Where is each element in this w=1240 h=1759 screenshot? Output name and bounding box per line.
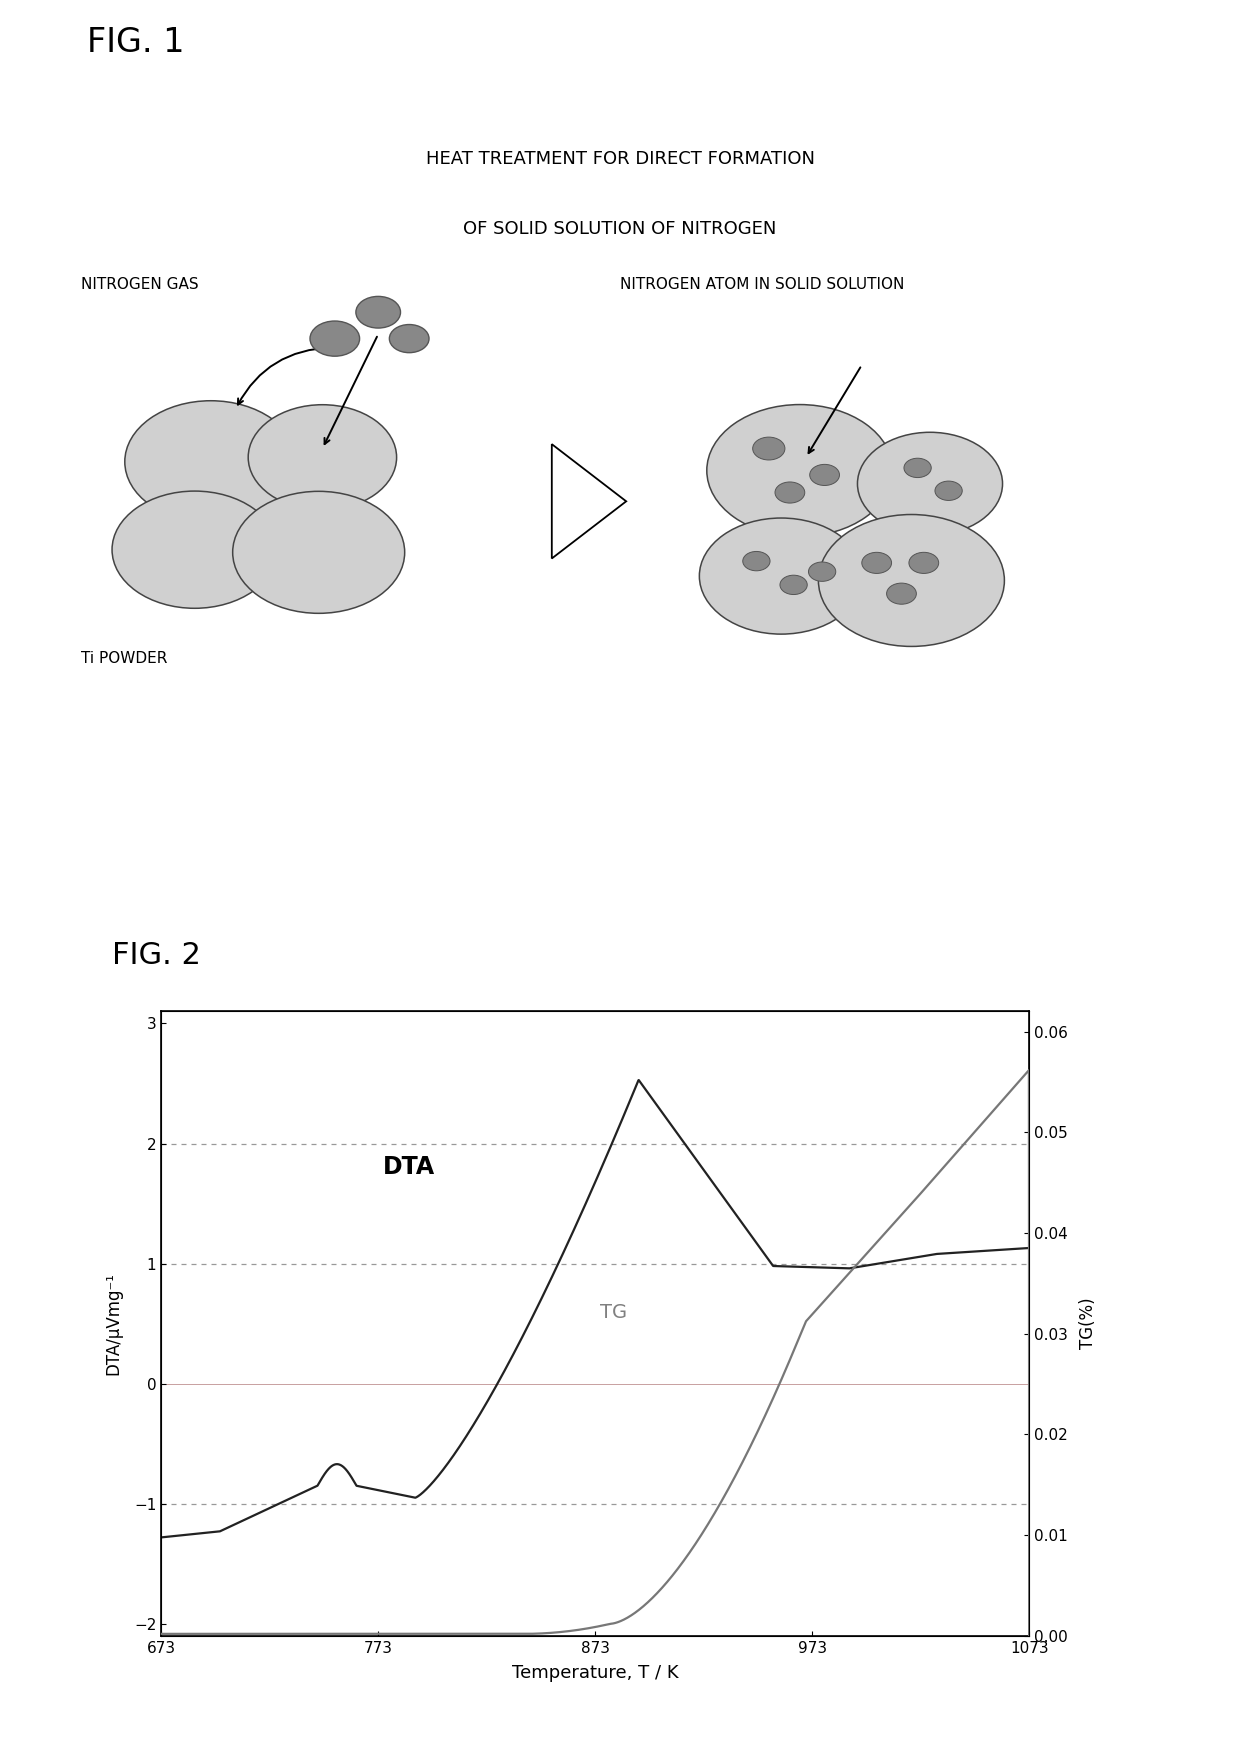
Circle shape: [818, 514, 1004, 647]
Circle shape: [233, 491, 404, 614]
Circle shape: [810, 464, 839, 485]
Circle shape: [112, 491, 278, 609]
Circle shape: [909, 552, 939, 573]
Circle shape: [310, 322, 360, 355]
Circle shape: [862, 552, 892, 573]
X-axis label: Temperature, T / K: Temperature, T / K: [512, 1664, 678, 1682]
Text: NITROGEN GAS: NITROGEN GAS: [81, 278, 198, 292]
Circle shape: [887, 582, 916, 605]
Circle shape: [935, 480, 962, 501]
Text: TG: TG: [600, 1303, 626, 1321]
Text: DTA: DTA: [382, 1154, 435, 1179]
Circle shape: [389, 324, 429, 352]
Polygon shape: [552, 445, 626, 559]
Circle shape: [707, 405, 893, 536]
Circle shape: [356, 296, 401, 327]
Circle shape: [699, 517, 863, 635]
Text: HEAT TREATMENT FOR DIRECT FORMATION: HEAT TREATMENT FOR DIRECT FORMATION: [425, 150, 815, 167]
Y-axis label: TG(%): TG(%): [1079, 1298, 1097, 1349]
Circle shape: [743, 552, 770, 572]
Circle shape: [753, 438, 785, 461]
Circle shape: [775, 482, 805, 503]
Circle shape: [780, 575, 807, 595]
Text: FIG. 1: FIG. 1: [87, 26, 185, 60]
Circle shape: [904, 457, 931, 478]
Circle shape: [248, 405, 397, 510]
Circle shape: [125, 401, 296, 522]
Circle shape: [858, 433, 1002, 535]
Circle shape: [808, 563, 836, 580]
Text: OF SOLID SOLUTION OF NITROGEN: OF SOLID SOLUTION OF NITROGEN: [464, 220, 776, 237]
Text: Ti POWDER: Ti POWDER: [81, 651, 167, 667]
Y-axis label: DTA/μVmg⁻¹: DTA/μVmg⁻¹: [105, 1272, 123, 1376]
Text: FIG. 2: FIG. 2: [112, 941, 201, 969]
Text: NITROGEN ATOM IN SOLID SOLUTION: NITROGEN ATOM IN SOLID SOLUTION: [620, 278, 904, 292]
